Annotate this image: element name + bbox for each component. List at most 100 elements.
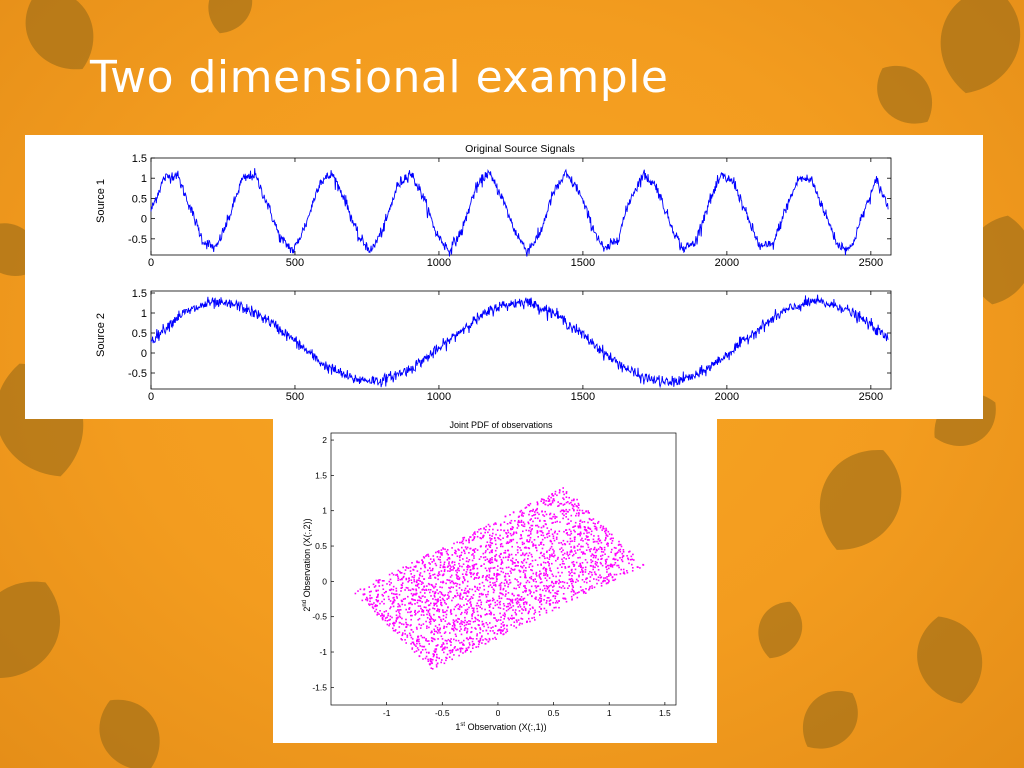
scatter-point: [441, 604, 443, 607]
scatter-point: [468, 559, 471, 561]
scatter-point: [415, 588, 417, 591]
scatter-point: [564, 597, 566, 600]
scatter-point: [414, 609, 416, 612]
scatter-point: [568, 578, 571, 581]
scatter-point: [567, 587, 569, 589]
scatter-point: [400, 638, 402, 640]
scatter-point: [416, 579, 418, 582]
scatter-point: [390, 588, 393, 590]
scatter-point: [577, 580, 579, 582]
scatter-point: [544, 557, 546, 560]
scatter-point: [499, 629, 501, 631]
scatter-point: [565, 529, 568, 531]
scatter-point: [581, 568, 583, 571]
scatter-point: [401, 633, 404, 636]
scatter-point: [619, 573, 622, 575]
scatter-point: [541, 510, 543, 512]
scatter-point: [428, 577, 430, 579]
scatter-point: [454, 646, 456, 648]
scatter-point: [377, 581, 379, 584]
scatter-point: [592, 554, 594, 556]
scatter-point: [595, 578, 598, 581]
scatter-point: [446, 598, 448, 600]
scatter-point: [430, 631, 432, 634]
x-tick-label: 500: [286, 257, 304, 269]
scatter-point: [460, 551, 463, 554]
scatter-point: [557, 556, 559, 559]
scatter-point: [524, 607, 527, 610]
scatter-point: [562, 560, 564, 563]
scatter-point: [587, 573, 590, 575]
scatter-point: [369, 594, 371, 597]
scatter-point: [472, 594, 475, 596]
scatter-point: [549, 599, 552, 601]
scatter-point: [478, 620, 480, 622]
scatter-point: [628, 562, 630, 565]
scatter-point: [622, 551, 625, 553]
scatter-point: [520, 519, 523, 522]
scatter-point: [517, 551, 519, 554]
scatter-point: [451, 562, 453, 564]
scatter-point: [422, 645, 425, 648]
scatter-point: [509, 617, 512, 620]
scatter-point: [416, 638, 419, 641]
scatter-point: [545, 572, 547, 574]
scatter-point: [474, 531, 476, 533]
scatter-point: [432, 555, 435, 557]
scatter-point: [423, 578, 426, 580]
scatter-point: [571, 598, 573, 600]
x-tick-label: -0.5: [435, 708, 450, 718]
scatter-point: [573, 565, 575, 567]
scatter-point: [435, 630, 438, 633]
scatter-point: [587, 521, 589, 524]
scatter-point: [491, 559, 493, 561]
scatter-point: [479, 637, 482, 640]
scatter-point: [440, 661, 442, 664]
scatter-point: [570, 549, 573, 552]
scatter-point: [411, 603, 413, 606]
scatter-point: [432, 607, 434, 610]
scatter-point: [599, 546, 601, 548]
y-tick-label: 2: [322, 435, 327, 445]
scatter-point: [459, 597, 461, 600]
scatter-point: [523, 546, 526, 549]
scatter-point: [459, 651, 462, 653]
scatter-point: [600, 576, 603, 578]
scatter-point: [441, 586, 443, 589]
scatter-point: [457, 567, 460, 570]
scatter-point: [471, 564, 474, 567]
scatter-point: [523, 512, 525, 515]
scatter-point: [410, 643, 412, 645]
scatter-point: [603, 527, 605, 530]
scatter-point: [442, 642, 444, 644]
scatter-point: [462, 563, 465, 565]
scatter-point: [424, 596, 426, 598]
scatter-point: [554, 592, 556, 594]
scatter-point: [499, 585, 502, 587]
scatter-point: [502, 614, 504, 617]
scatter-point: [572, 499, 575, 502]
scatter-point: [620, 568, 622, 571]
scatter-point: [495, 619, 498, 621]
scatter-point: [591, 574, 593, 576]
scatter-point: [417, 583, 420, 585]
x-tick-label: 1500: [571, 391, 595, 403]
scatter-point: [430, 620, 432, 623]
scatter-point: [513, 532, 515, 535]
x-tick-label: 0: [148, 257, 154, 269]
scatter-point: [426, 613, 428, 616]
scatter-point: [559, 510, 562, 513]
scatter-point: [588, 587, 591, 590]
scatter-point: [580, 551, 583, 553]
scatter-point: [429, 567, 431, 569]
scatter-point: [610, 551, 612, 553]
scatter-point: [506, 536, 509, 538]
scatter-point: [481, 607, 483, 610]
scatter-point: [576, 505, 578, 508]
scatter-point: [502, 608, 505, 610]
scatter-point: [398, 631, 401, 633]
scatter-point: [489, 599, 491, 602]
scatter-point: [571, 580, 573, 583]
scatter-point: [418, 610, 420, 613]
scatter-point: [469, 571, 471, 574]
